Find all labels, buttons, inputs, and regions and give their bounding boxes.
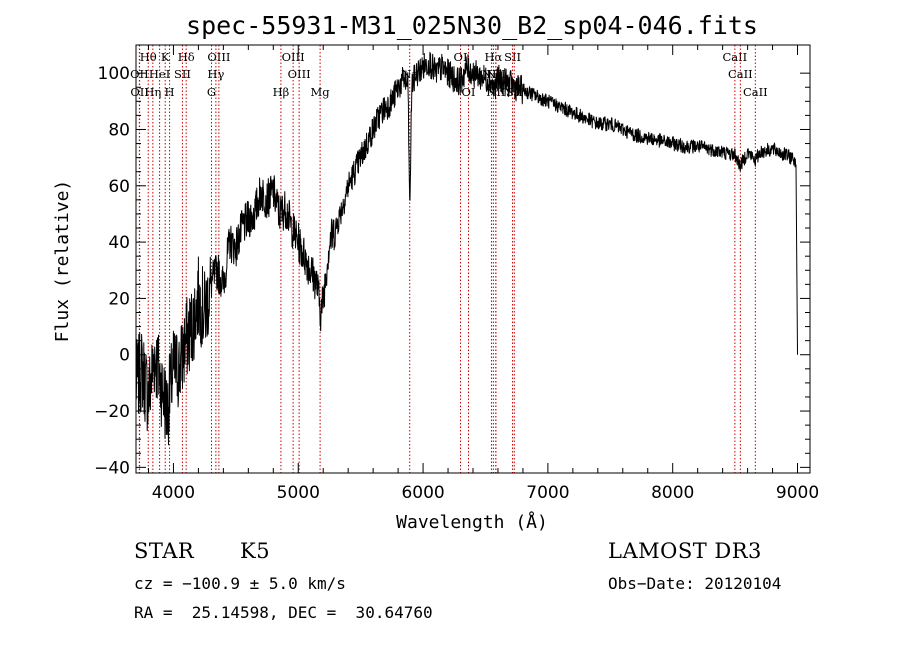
line-marker-label-8: CaII bbox=[722, 50, 747, 64]
spectrum-chart: spec-55931-M31_025N30_B2_sp04-046.fits H… bbox=[52, 11, 819, 533]
line-marker-label-21: G bbox=[207, 85, 216, 99]
object-subclass: K5 bbox=[240, 539, 271, 563]
line-marker-label-6: Hα bbox=[484, 50, 502, 64]
y-tick-label-6: 80 bbox=[108, 120, 130, 140]
object-class: STAR bbox=[134, 539, 195, 563]
y-tick-label-5: 60 bbox=[108, 177, 130, 197]
x-tick-label-3: 7000 bbox=[526, 483, 569, 503]
x-axis-ticks: 4000 5000 6000 7000 8000 9000 bbox=[147, 45, 819, 503]
y-tick-label-2: 0 bbox=[119, 346, 130, 366]
x-tick-label-1: 5000 bbox=[277, 483, 320, 503]
line-marker-label-18: OII bbox=[130, 85, 149, 99]
y-axis-label: Flux (relative) bbox=[52, 180, 73, 343]
line-marker-label-13: OIII bbox=[288, 67, 311, 81]
line-marker-label-4: OIII bbox=[282, 50, 305, 64]
x-tick-label-2: 6000 bbox=[401, 483, 444, 503]
chart-title: spec-55931-M31_025N30_B2_sp04-046.fits bbox=[186, 11, 758, 40]
spectrum-series bbox=[135, 51, 798, 446]
line-marker-label-27: CaII bbox=[743, 85, 768, 99]
y-tick-label-1: −20 bbox=[94, 402, 130, 422]
line-marker-label-24: OI bbox=[462, 85, 476, 99]
line-marker-label-2: Hδ bbox=[178, 50, 195, 64]
survey-name: LAMOST DR3 bbox=[608, 539, 762, 563]
y-tick-label-0: −40 bbox=[94, 458, 130, 478]
redshift-info: cz = −100.9 ± 5.0 km/s bbox=[134, 574, 346, 593]
x-tick-label-4: 8000 bbox=[651, 483, 694, 503]
line-marker-label-1: K bbox=[161, 50, 170, 64]
line-marker-label-23: Mg bbox=[311, 85, 331, 99]
line-marker-label-20: H bbox=[165, 85, 175, 99]
line-marker-label-0: Hθ bbox=[140, 50, 157, 64]
line-marker-label-3: OIII bbox=[207, 50, 230, 64]
line-marker-label-17: CaII bbox=[728, 67, 753, 81]
spectrum-line bbox=[135, 51, 798, 446]
y-tick-label-4: 40 bbox=[108, 233, 130, 253]
y-tick-label-3: 20 bbox=[108, 289, 130, 309]
coordinates: RA = 25.14598, DEC = 30.64760 bbox=[134, 603, 433, 622]
line-marker-label-19: Hη bbox=[144, 85, 161, 99]
line-marker-label-11: SII bbox=[174, 67, 191, 81]
line-marker-label-22: Hβ bbox=[273, 85, 290, 99]
x-axis-label: Wavelength (Å) bbox=[396, 511, 548, 533]
y-axis-ticks: −40 −20 0 20 40 60 80 100 bbox=[94, 64, 810, 478]
x-tick-label-5: 9000 bbox=[776, 483, 819, 503]
line-marker-label-7: SII bbox=[504, 50, 521, 64]
y-tick-label-7: 100 bbox=[98, 64, 130, 84]
line-marker-label-12: Hγ bbox=[207, 67, 224, 81]
line-marker-label-10: HeI bbox=[149, 67, 170, 81]
line-marker-label-5: OI bbox=[454, 50, 468, 64]
obs-date: Obs−Date: 20120104 bbox=[608, 574, 782, 593]
x-tick-label-0: 4000 bbox=[152, 483, 195, 503]
